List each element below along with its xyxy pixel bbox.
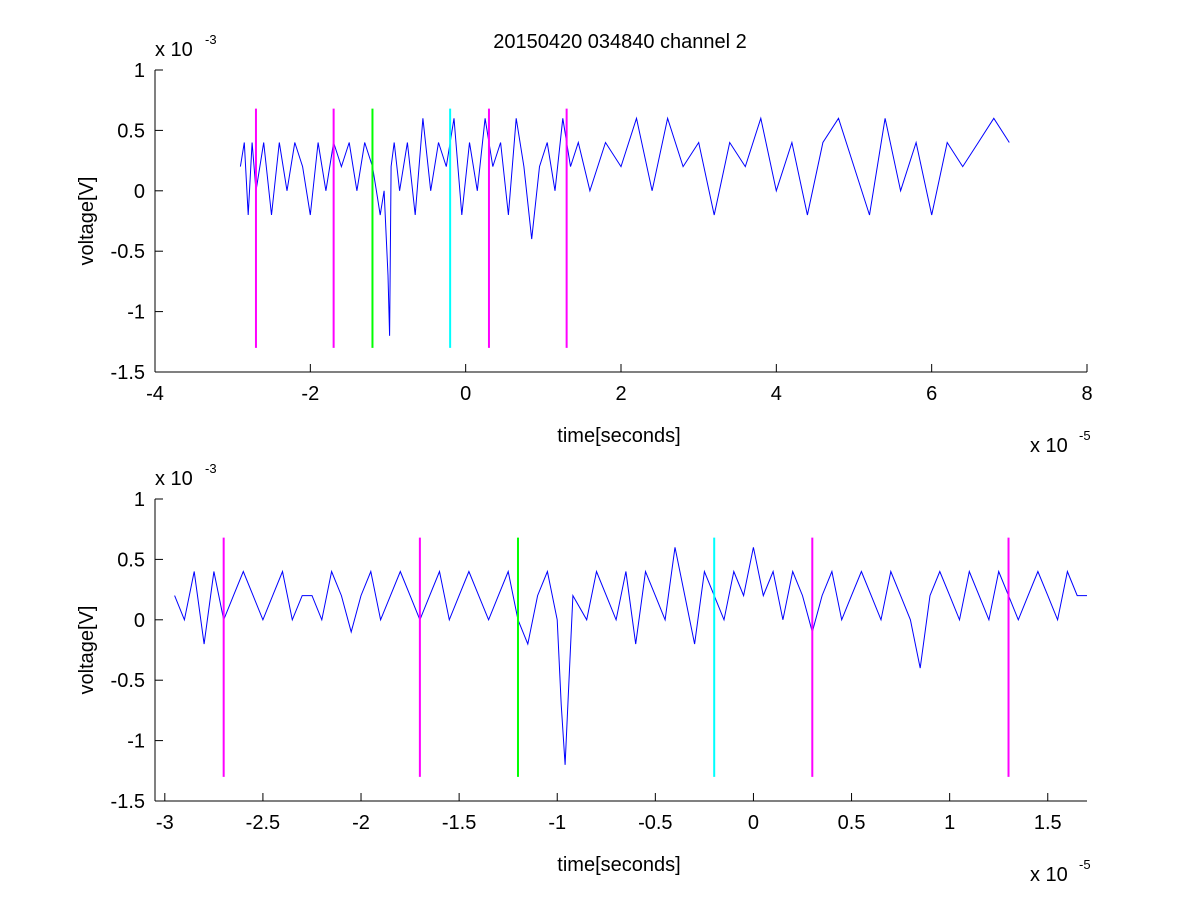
bottom-x-tick-label: 1 [944,812,955,834]
top-x-axis-label: time[seconds] [557,425,680,447]
bottom-y-tick-label: 0 [134,610,145,632]
bottom-x-exponent: -5 [1079,857,1091,872]
top-y-tick-label: 1 [134,60,145,82]
top-x-multiplier: x 10 [1030,435,1068,457]
top-x-tick-label: 2 [615,383,626,405]
top-x-tick-label: 0 [460,383,471,405]
bottom-y-tick-label: -1.5 [111,791,145,813]
top-x-tick-label: 4 [771,383,782,405]
bottom-x-tick-label: -2 [352,812,370,834]
top-y-multiplier: x 10 [155,39,193,61]
top-y-exponent: -3 [205,32,217,47]
bottom-series-line [174,547,1087,765]
bottom-x-tick-label: -2.5 [246,812,280,834]
top-x-tick-label: -4 [146,383,164,405]
bottom-x-tick-label: 0 [748,812,759,834]
top-y-tick-label: -1.5 [111,362,145,384]
top-x-tick-label: 8 [1081,383,1092,405]
bottom-x-multiplier: x 10 [1030,864,1068,886]
top-y-tick-label: -1 [127,302,145,324]
axes-bottom: -3 -2.5 -2 -1.5 -1 -0.5 0 0.5 1 1.5 -1.5 -1 -0.5 0 0.5… [76,461,1091,886]
top-y-axis-label: voltage[V] [76,177,98,266]
bottom-x-tick-label: -1.5 [442,812,476,834]
top-series-line [239,116,1010,336]
top-y-tick-label: -0.5 [111,241,145,263]
bottom-y-tick-label: 0.5 [117,549,145,571]
bottom-y-tick-label: 1 [134,489,145,511]
bottom-y-multiplier: x 10 [155,468,193,490]
bottom-x-tick-label: -0.5 [638,812,672,834]
bottom-y-exponent: -3 [205,461,217,476]
top-y-tick-label: 0 [134,181,145,203]
top-x-tick-label: 6 [926,383,937,405]
bottom-y-tick-label: -0.5 [111,670,145,692]
top-y-tick-label: 0.5 [117,120,145,142]
bottom-x-tick-label: 0.5 [838,812,866,834]
bottom-x-tick-label: -1 [548,812,566,834]
bottom-x-axis-label: time[seconds] [557,854,680,876]
bottom-y-axis-label: voltage[V] [76,606,98,695]
figure-title: 20150420 034840 channel 2 [493,31,747,53]
bottom-x-tick-label: 1.5 [1034,812,1062,834]
axes-top: -4 -2 0 2 4 6 8 -1.5 -1 -0.5 0 0.5 1 time[seconds] vol… [76,32,1093,457]
bottom-y-tick-label: -1 [127,731,145,753]
top-x-tick-label: -2 [301,383,319,405]
top-x-exponent: -5 [1079,428,1091,443]
bottom-x-tick-label: -3 [156,812,174,834]
